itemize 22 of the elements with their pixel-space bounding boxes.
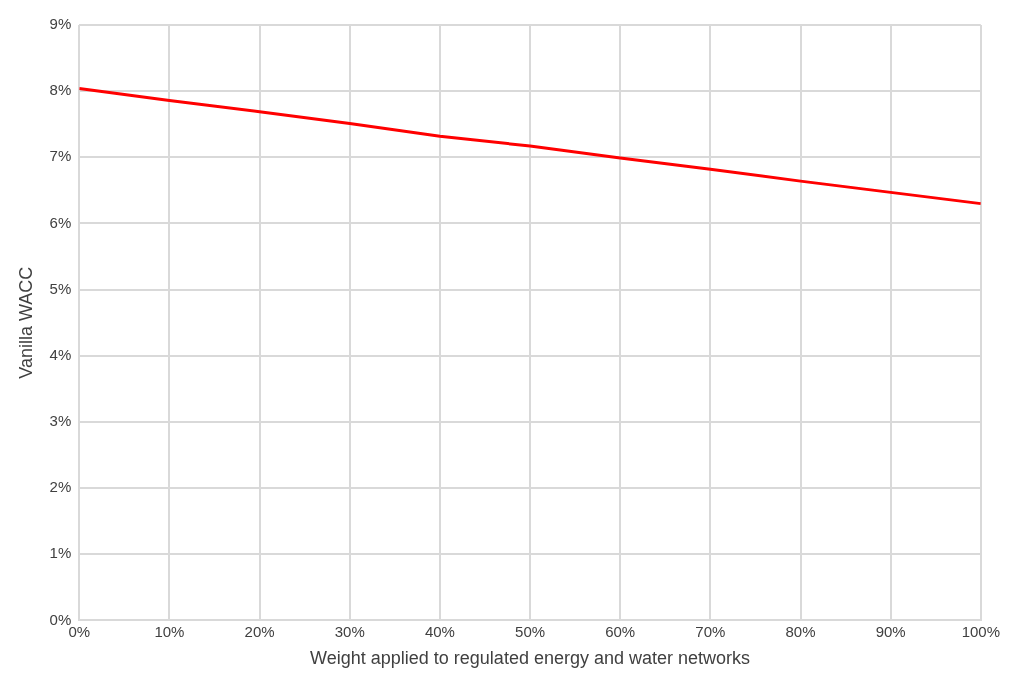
x-axis-title: Weight applied to regulated energy and water networks: [310, 648, 751, 669]
x-tick-label: 20%: [244, 622, 275, 640]
y-tick-label: 6%: [49, 213, 72, 231]
y-tick-label: 1%: [49, 544, 72, 562]
y-tick-label: 3%: [49, 412, 72, 430]
x-tick-label: 100%: [961, 622, 1001, 640]
x-tick-label: 10%: [154, 622, 185, 640]
x-tick-label: 90%: [875, 622, 906, 640]
x-tick-label: 70%: [695, 622, 726, 640]
y-tick-label: 5%: [49, 279, 72, 297]
y-tick-label: 8%: [49, 81, 72, 99]
y-tick-label: 4%: [49, 345, 72, 363]
y-tick-label: 9%: [49, 15, 72, 33]
y-tick-label: 2%: [49, 478, 72, 496]
y-axis-title: Vanilla WACC: [15, 266, 36, 379]
x-tick-label: 60%: [605, 622, 636, 640]
y-tick-label: 7%: [49, 147, 72, 165]
x-tick-label: 50%: [515, 622, 546, 640]
x-tick-label: 30%: [334, 622, 365, 640]
x-tick-label: 40%: [424, 622, 455, 640]
x-tick-label: 80%: [785, 622, 816, 640]
y-tick-label: 0%: [49, 610, 72, 628]
